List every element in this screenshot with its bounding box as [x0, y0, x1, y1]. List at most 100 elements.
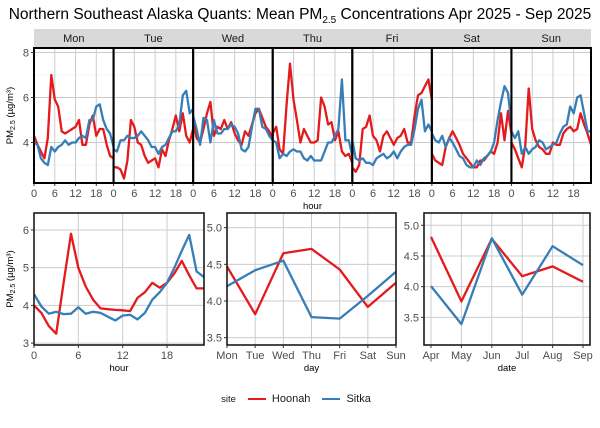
- chart-title: Northern Southeast Alaska Quants: Mean P…: [0, 6, 600, 26]
- series-line-sitka-fri: [351, 98, 433, 167]
- y-tick-label: 6: [23, 225, 29, 237]
- legend-swatch-sitka: [322, 397, 341, 401]
- x-tick-label: 0: [508, 188, 514, 200]
- x-tick-label: 6: [52, 188, 58, 200]
- x-tick-label: 12: [69, 188, 81, 200]
- series-line-sitka-sun: [510, 94, 591, 155]
- x-tick-label: Apr: [422, 350, 439, 362]
- legend-label-sitka: Sitka: [346, 393, 371, 405]
- legend-item-sitka: Sitka: [318, 393, 371, 405]
- y-tick-label: 8: [23, 48, 29, 60]
- x-tick-label: 12: [467, 188, 479, 200]
- facet-strip: [34, 29, 591, 47]
- y-tick-label: 4.5: [207, 259, 222, 271]
- title-subscript: 2.5: [322, 15, 337, 27]
- facet-label-tue: Tue: [144, 33, 163, 45]
- series-line-sitka: [226, 259, 397, 320]
- x-tick-label: 0: [31, 188, 37, 200]
- legend: site Hoonah Sitka: [0, 393, 600, 405]
- x-tick-label: 18: [161, 350, 173, 362]
- x-tick-label: 0: [31, 350, 37, 362]
- series-line-sitka-tue: [112, 89, 195, 155]
- x-tick-label: Sep: [573, 350, 593, 362]
- x-tick-label: Thu: [302, 350, 321, 362]
- x-tick-label: 18: [568, 188, 580, 200]
- panel-border-hour: [33, 212, 205, 346]
- facet-label-fri: Fri: [386, 33, 399, 45]
- x-tick-label: 12: [547, 188, 559, 200]
- y-tick-label: 4.5: [404, 251, 419, 263]
- x-tick-label: 0: [190, 188, 196, 200]
- x-tick-label: 6: [450, 188, 456, 200]
- x-tick-label: 0: [429, 188, 435, 200]
- series-line-sitka: [33, 233, 205, 322]
- facet-label-thu: Thu: [303, 33, 322, 45]
- x-tick-label: 6: [211, 188, 217, 200]
- x-tick-label: Wed: [272, 350, 294, 362]
- x-tick-label: Jun: [483, 350, 501, 362]
- facet-label-sat: Sat: [463, 33, 480, 45]
- y-tick-label: 4: [23, 300, 29, 312]
- x-tick-label: 18: [249, 188, 261, 200]
- x-tick-label: Fri: [333, 350, 346, 362]
- y-tick-label: 6: [23, 93, 29, 105]
- title-suffix: Concentrations Apr 2025 - Sep 2025: [336, 6, 592, 23]
- panel-background-hour: [34, 213, 204, 345]
- panel-background-date: [424, 213, 590, 345]
- x-tick-label: 12: [117, 350, 129, 362]
- x-tick-label: Jul: [515, 350, 529, 362]
- series-line-sitka: [430, 237, 584, 326]
- facet-label-sun: Sun: [541, 33, 561, 45]
- y-tick-label: 4: [23, 138, 29, 150]
- y-tick-label: 5.0: [207, 223, 222, 235]
- series-line-hoonah-thu: [271, 62, 354, 164]
- x-tick-label: 18: [408, 188, 420, 200]
- y-axis-title-hour: PM2.5 (µg/m³): [5, 250, 17, 307]
- x-tick-label: 18: [90, 188, 102, 200]
- y-tick-label: 4.0: [404, 282, 419, 294]
- x-axis-title-date: date: [498, 363, 517, 374]
- series-line-hoonah-sat: [430, 109, 513, 169]
- facet-label-wed: Wed: [222, 33, 244, 45]
- x-tick-label: 0: [111, 188, 117, 200]
- panel-border-date: [423, 212, 591, 346]
- y-tick-label: 3.5: [404, 312, 419, 324]
- y-axis-title: PM2.5 (µg/m³): [5, 87, 17, 144]
- legend-label-hoonah: Hoonah: [271, 393, 311, 405]
- x-tick-label: 6: [131, 188, 137, 200]
- x-tick-label: 0: [349, 188, 355, 200]
- x-tick-label: 0: [270, 188, 276, 200]
- series-line-sitka-sat: [430, 85, 513, 169]
- x-tick-label: 18: [329, 188, 341, 200]
- series-line-hoonah: [33, 232, 204, 335]
- title-prefix: Northern Southeast Alaska Quants: Mean P…: [8, 6, 323, 23]
- x-tick-label: Tue: [246, 350, 265, 362]
- x-tick-label: Sun: [386, 350, 406, 362]
- y-tick-label: 5: [23, 263, 29, 275]
- x-tick-label: 6: [529, 188, 535, 200]
- legend-swatch-hoonah: [247, 397, 266, 401]
- x-axis-title-hour: hour: [109, 363, 128, 374]
- x-tick-label: 12: [229, 188, 241, 200]
- series-line-hoonah: [226, 247, 397, 316]
- series-line-hoonah: [429, 236, 584, 303]
- x-tick-label: 12: [149, 188, 161, 200]
- x-tick-label: Aug: [543, 350, 563, 362]
- legend-item-hoonah: Hoonah: [244, 393, 311, 405]
- y-tick-label: 3.5: [207, 333, 222, 345]
- x-tick-label: 6: [290, 188, 296, 200]
- x-tick-label: Mon: [216, 350, 237, 362]
- x-tick-label: 6: [75, 350, 81, 362]
- series-line-sitka-wed: [191, 107, 274, 153]
- legend-title: site: [221, 393, 236, 405]
- x-axis-title: hour: [303, 201, 322, 212]
- series-line-hoonah-fri: [351, 78, 434, 173]
- x-tick-label: 18: [170, 188, 182, 200]
- x-tick-label: May: [451, 350, 472, 362]
- y-tick-label: 4.0: [207, 296, 222, 308]
- x-tick-label: 6: [370, 188, 376, 200]
- series-line-hoonah-tue: [113, 112, 195, 180]
- facet-label-mon: Mon: [63, 33, 84, 45]
- series-line-hoonah-mon: [32, 73, 115, 160]
